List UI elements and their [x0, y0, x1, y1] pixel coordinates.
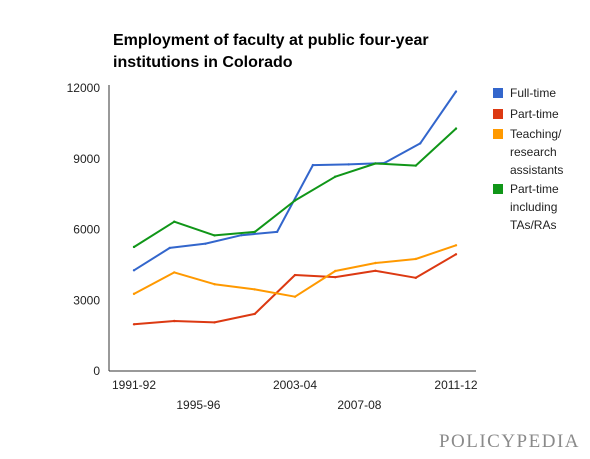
- data-point-part-time: [253, 312, 256, 316]
- data-point-part-time-including-tas-ras: [334, 175, 337, 178]
- chart-axes: 0 3000 6000 9000 12000 1991-92 1995-96 2003-04 2…: [67, 81, 478, 412]
- data-point-full-time: [168, 246, 171, 250]
- data-point-teaching-research-assistants: [213, 283, 216, 286]
- data-point-part-time-including-tas-ras: [374, 162, 377, 165]
- chart-title: Employment of faculty at public four-yea…: [113, 32, 429, 71]
- data-point-part-time: [132, 323, 136, 326]
- policypedia-logo: POLICYPEDIA: [438, 431, 580, 452]
- y-tick-label: 6000: [73, 223, 100, 237]
- data-point-full-time: [204, 242, 207, 245]
- data-point-full-time: [311, 163, 315, 167]
- data-point-teaching-research-assistants: [253, 288, 256, 291]
- series-line-part-time: [133, 253, 457, 326]
- data-point-full-time: [132, 269, 136, 272]
- y-tick-label: 12000: [67, 81, 101, 95]
- legend-label: Part-time: [510, 107, 559, 121]
- data-point-part-time: [213, 321, 216, 324]
- data-point-part-time-including-tas-ras: [132, 245, 136, 249]
- series-line-part-time-including-tas-ras: [133, 127, 457, 248]
- chart-series: [132, 90, 458, 326]
- legend-swatch: [493, 88, 503, 98]
- legend-label: TAs/RAs: [510, 218, 556, 232]
- data-point-teaching-research-assistants: [293, 295, 297, 298]
- data-point-part-time-including-tas-ras: [213, 234, 216, 237]
- data-point-part-time: [414, 276, 417, 280]
- data-point-teaching-research-assistants: [334, 269, 337, 273]
- x-tick-label: 1991-92: [112, 378, 156, 392]
- legend-label: Part-time: [510, 182, 559, 196]
- legend-swatch: [493, 109, 503, 119]
- legend-swatch: [493, 184, 503, 194]
- data-point-teaching-research-assistants: [132, 292, 136, 296]
- data-point-teaching-research-assistants: [173, 271, 176, 274]
- chart-title-line: Employment of faculty at public four-yea…: [113, 32, 429, 49]
- legend-label: assistants: [510, 163, 563, 177]
- chart-legend: Full-time Part-time Teaching/research assis…: [493, 86, 563, 232]
- series-line-teaching-research-assistants: [133, 244, 457, 298]
- data-point-part-time: [374, 269, 377, 272]
- x-tick-label: 2011-12: [434, 378, 477, 392]
- data-point-part-time-including-tas-ras: [173, 220, 176, 223]
- x-tick-label: 1995-96: [176, 398, 220, 412]
- y-tick-label: 0: [93, 364, 100, 378]
- legend-label: Full-time: [510, 86, 556, 100]
- data-point-part-time-including-tas-ras: [253, 230, 256, 234]
- y-tick-label: 3000: [73, 293, 100, 307]
- chart-title-line: institutions in Colorado: [113, 54, 293, 71]
- x-tick-label: 2007-08: [337, 398, 381, 412]
- data-point-full-time: [275, 230, 279, 234]
- data-point-part-time: [173, 319, 176, 323]
- data-point-teaching-research-assistants: [374, 261, 377, 265]
- data-point-full-time: [454, 90, 458, 93]
- legend-label: including: [510, 200, 557, 214]
- data-point-part-time: [293, 273, 297, 277]
- legend-swatch: [493, 129, 503, 139]
- data-point-full-time: [419, 142, 422, 145]
- data-point-full-time: [240, 233, 243, 237]
- x-tick-label: 2003-04: [273, 378, 317, 392]
- data-point-part-time-including-tas-ras: [454, 127, 458, 130]
- data-point-part-time: [334, 275, 337, 279]
- data-point-part-time: [454, 253, 458, 256]
- series-line-full-time: [133, 90, 457, 272]
- data-point-full-time: [347, 163, 350, 166]
- y-tick-label: 9000: [73, 152, 100, 166]
- data-point-teaching-research-assistants: [414, 257, 417, 261]
- data-point-teaching-research-assistants: [454, 244, 458, 247]
- data-point-part-time-including-tas-ras: [293, 199, 297, 202]
- data-point-part-time-including-tas-ras: [414, 164, 417, 167]
- legend-label: Teaching/: [510, 127, 562, 141]
- legend-label: research: [510, 145, 557, 159]
